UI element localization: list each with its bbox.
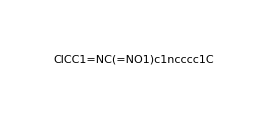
Text: ClCC1=NC(=NO1)c1ncccc1C: ClCC1=NC(=NO1)c1ncccc1C (54, 55, 214, 65)
